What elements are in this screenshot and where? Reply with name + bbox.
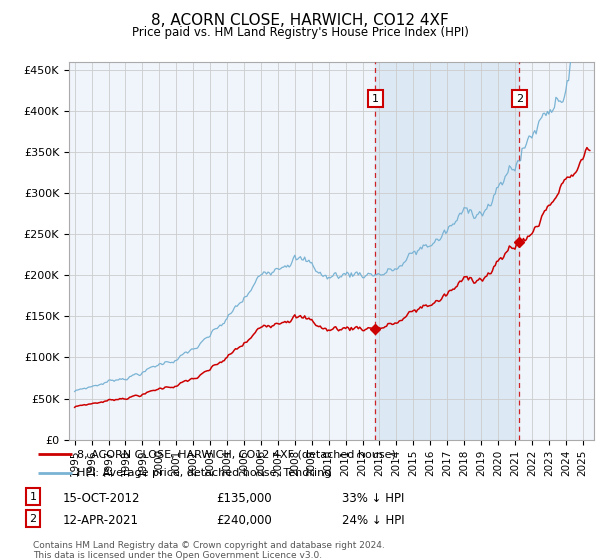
Text: 12-APR-2021: 12-APR-2021: [63, 514, 139, 526]
Text: 24% ↓ HPI: 24% ↓ HPI: [342, 514, 404, 526]
Text: 33% ↓ HPI: 33% ↓ HPI: [342, 492, 404, 505]
Text: 2: 2: [29, 514, 37, 524]
Text: 8, ACORN CLOSE, HARWICH, CO12 4XF (detached house): 8, ACORN CLOSE, HARWICH, CO12 4XF (detac…: [77, 450, 396, 460]
Text: 2: 2: [515, 94, 523, 104]
Text: £135,000: £135,000: [216, 492, 272, 505]
Text: Price paid vs. HM Land Registry's House Price Index (HPI): Price paid vs. HM Land Registry's House …: [131, 26, 469, 39]
Text: 1: 1: [372, 94, 379, 104]
Text: Contains HM Land Registry data © Crown copyright and database right 2024.
This d: Contains HM Land Registry data © Crown c…: [33, 541, 385, 560]
Text: HPI: Average price, detached house, Tendring: HPI: Average price, detached house, Tend…: [77, 468, 332, 478]
Text: £240,000: £240,000: [216, 514, 272, 526]
Text: 8, ACORN CLOSE, HARWICH, CO12 4XF: 8, ACORN CLOSE, HARWICH, CO12 4XF: [151, 13, 449, 28]
Text: 1: 1: [29, 492, 37, 502]
Bar: [375, 62, 519, 440]
Text: 15-OCT-2012: 15-OCT-2012: [63, 492, 140, 505]
